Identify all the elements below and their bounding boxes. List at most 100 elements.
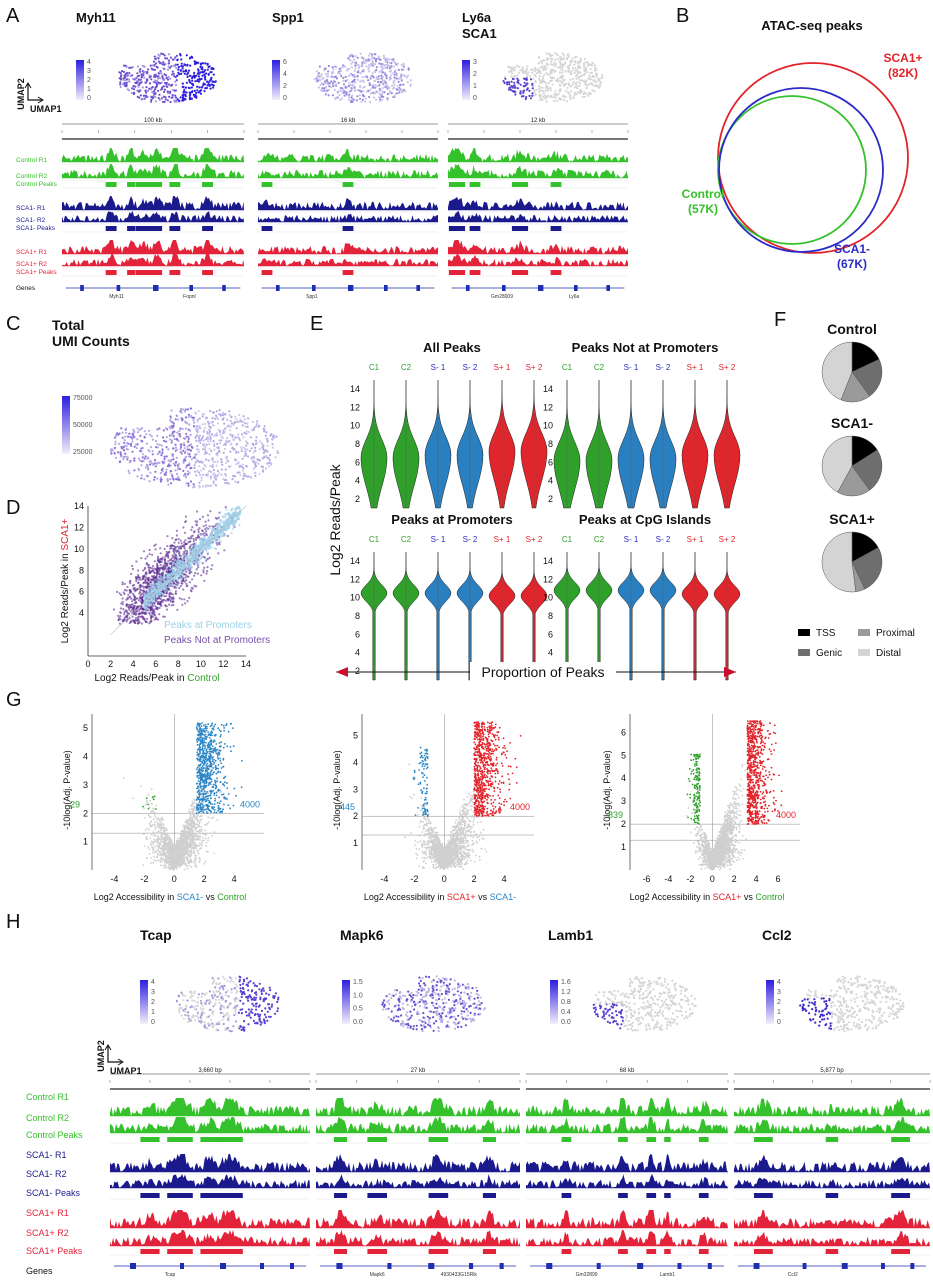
umap-dot: [378, 84, 381, 87]
umap-dot: [584, 81, 587, 84]
umap-dot: [114, 440, 117, 443]
umap-dot: [178, 432, 181, 436]
umap-dot: [131, 66, 134, 69]
umap-dot: [323, 89, 326, 92]
umap-dot: [185, 91, 188, 94]
umap-dot: [167, 62, 170, 65]
scatter-point-distal: [154, 543, 157, 546]
umap-dot: [234, 480, 237, 483]
umap-dot: [163, 90, 166, 93]
scatter-point-distal: [173, 541, 176, 544]
scatter-point-promoter: [169, 568, 172, 571]
scatter-point-distal: [190, 528, 193, 532]
y-tick: 12: [74, 522, 84, 532]
y-tick: 2: [548, 494, 553, 504]
umap-dot: [219, 413, 222, 416]
y-tick: 10: [350, 421, 360, 431]
umap-dot: [161, 450, 164, 453]
umap-dot: [354, 81, 357, 84]
umap-dot: [370, 62, 373, 65]
umap-dot: [387, 87, 390, 90]
umap-dot: [514, 93, 517, 96]
y-tick: 2: [355, 494, 360, 504]
umap-dot: [513, 81, 516, 84]
umap-dot: [372, 62, 375, 65]
scatter-point-distal: [128, 596, 131, 599]
umap-dot: [543, 67, 546, 70]
umap-dot: [347, 74, 350, 78]
group-label: C2: [594, 363, 605, 372]
venn-label: SCA1-: [834, 242, 870, 256]
scatter-point-promoter: [168, 580, 171, 583]
umap-dot: [153, 63, 156, 66]
umap-dot: [136, 95, 139, 98]
umap-dot: [195, 425, 198, 428]
scatter-point-distal: [195, 536, 198, 540]
scatter-point-promoter: [173, 578, 176, 581]
umap-dot: [187, 473, 190, 476]
umap-dot: [226, 456, 229, 459]
umap-dot: [578, 79, 582, 82]
umap-dot: [141, 427, 144, 430]
scatter-point-promoter: [177, 567, 180, 570]
umap-dot: [196, 89, 199, 92]
umap-dot: [351, 60, 354, 64]
x-tick: 12: [218, 659, 228, 669]
umap-dot: [141, 86, 144, 89]
umap-dot: [327, 75, 330, 78]
umap-dot: [362, 57, 365, 60]
scatter-point-promoter: [226, 527, 229, 530]
colorbar-tick: 1: [473, 83, 477, 90]
umap-dot: [223, 422, 226, 425]
umap-dot: [503, 76, 506, 79]
umap-dot: [166, 90, 169, 93]
umap-dot: [350, 66, 353, 69]
umap-dot: [208, 432, 211, 435]
umap-dot: [206, 80, 209, 83]
umap-dot: [216, 469, 219, 473]
umap-dot: [397, 80, 400, 83]
identity-line: [110, 505, 247, 635]
umap-dot: [542, 89, 545, 93]
scatter-point-distal: [182, 580, 185, 583]
umap-dot: [155, 62, 158, 65]
umap-dot: [238, 437, 241, 440]
scatter-point-promoter: [189, 560, 193, 563]
umap-dot: [162, 436, 165, 439]
umap-dot: [125, 82, 128, 85]
gene-label: Myh11: [109, 294, 124, 300]
scatter-point-distal: [184, 520, 187, 523]
umap-dot: [245, 440, 248, 443]
umap-dot: [168, 425, 171, 428]
umap-dot: [531, 68, 534, 71]
umap-dot: [381, 92, 384, 95]
umap-dot: [195, 96, 198, 99]
scatter-point-promoter: [148, 603, 151, 606]
umap-dot: [203, 70, 206, 73]
umap-dot: [580, 90, 583, 93]
pie-slice: [821, 531, 857, 593]
umap-dot: [196, 469, 199, 472]
umap-dot: [248, 430, 251, 434]
scatter-point-distal: [149, 607, 152, 610]
umap-dot: [250, 447, 253, 450]
umap-dot: [241, 457, 244, 460]
umap-dot: [183, 72, 186, 75]
umap-dot: [507, 65, 510, 68]
umap-dot: [386, 85, 389, 88]
umap-dot: [198, 439, 201, 442]
umap-dot: [128, 461, 131, 464]
y-tick: 10: [74, 544, 84, 554]
umap-dot: [184, 466, 188, 469]
umap-dot: [163, 472, 166, 476]
scatter-point-promoter: [224, 513, 227, 516]
scatter-point-promoter: [209, 540, 212, 543]
umap-dot: [525, 83, 528, 86]
violin-title: All Peaks: [423, 340, 481, 355]
umap-dot: [202, 62, 205, 65]
scatter-point-distal: [131, 603, 134, 606]
umap-dot: [385, 57, 388, 61]
umap-dot: [257, 425, 260, 428]
umap-dot: [517, 65, 521, 68]
scatter-point-promoter: [195, 542, 198, 545]
